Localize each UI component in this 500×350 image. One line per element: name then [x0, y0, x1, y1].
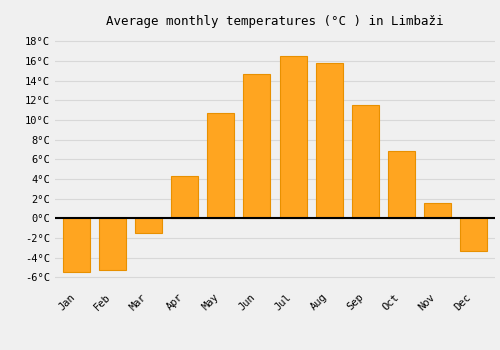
Bar: [460, 218, 487, 251]
Bar: [99, 218, 126, 270]
Bar: [172, 176, 198, 218]
Bar: [352, 105, 378, 218]
Bar: [244, 74, 270, 218]
Title: Average monthly temperatures (°C ) in Limbaži: Average monthly temperatures (°C ) in Li…: [106, 15, 444, 28]
Bar: [63, 218, 90, 272]
Bar: [316, 63, 342, 218]
Bar: [208, 113, 234, 218]
Bar: [280, 56, 306, 218]
Bar: [135, 218, 162, 233]
Bar: [424, 203, 451, 218]
Bar: [388, 152, 415, 218]
